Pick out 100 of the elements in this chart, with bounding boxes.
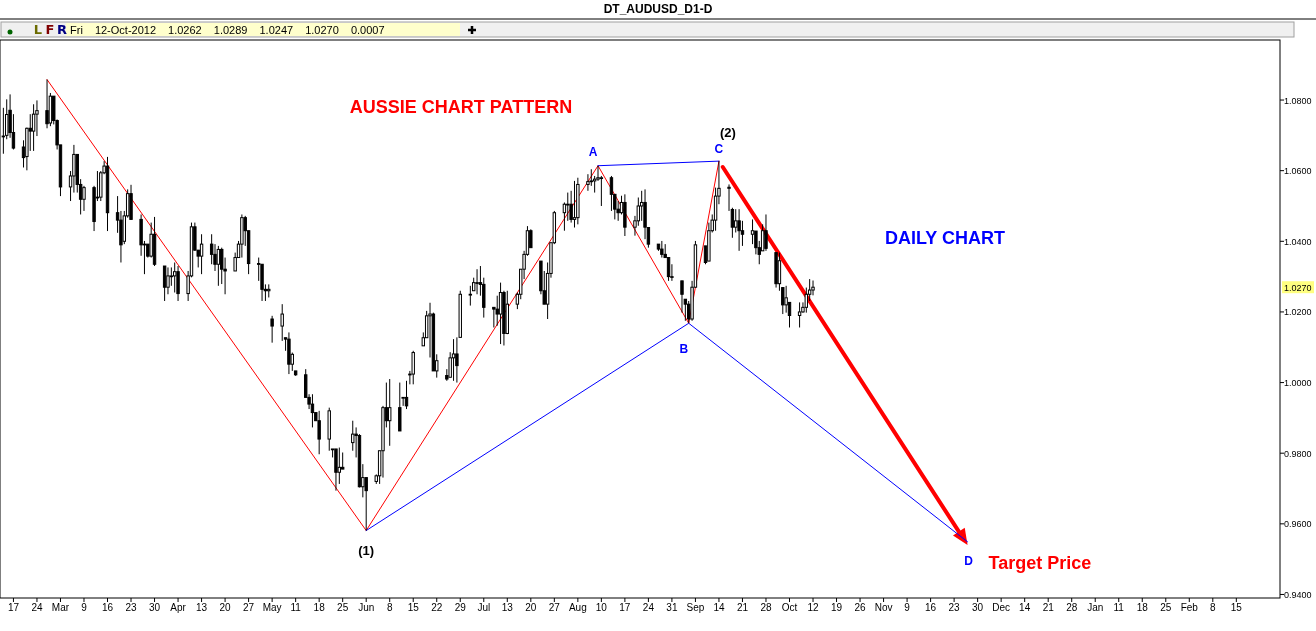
candlestick [398,382,402,432]
x-tick-label: 26 [854,602,867,613]
x-tick-label: 11 [290,602,302,613]
candlestick [680,280,684,314]
candlestick [683,298,688,322]
x-tick-label: 16 [101,602,114,613]
y-tick-label: 1.0200 [1284,307,1312,318]
y-tick-label: 0.9400 [1284,589,1312,600]
y-tick-label: 1.0400 [1284,236,1312,247]
annotation: Target Price [988,553,1092,574]
candlestick [411,350,415,385]
x-tick-label: Sep [686,602,705,613]
annotation: (1) [358,542,375,558]
candlestick [609,175,614,212]
candlestick [764,213,768,252]
candlestick [280,303,284,342]
x-tick-label: Feb [1180,602,1199,613]
x-tick-label: Jan [1087,602,1104,613]
candlestick [82,185,86,212]
candlestick [586,173,590,192]
x-tick-label: 27 [243,602,255,613]
x-tick-label: 15 [407,602,420,613]
x-tick-label: Jul [477,602,491,613]
candlestick [169,266,174,287]
candlestick [737,208,741,252]
candlestick [451,338,456,382]
x-tick-label: 22 [431,602,443,613]
x-tick-label: 18 [1136,602,1149,613]
x-tick-label: 17 [7,602,20,613]
x-tick-label: 29 [454,602,467,613]
candlestick [216,245,221,287]
x-tick-label: 31 [666,602,678,613]
x-tick-label: Mar [51,602,70,613]
candlestick [388,378,392,447]
x-tick-label: 30 [148,602,161,613]
x-tick-label: 13 [196,602,208,613]
x-tick-label: 20 [219,602,232,613]
x-tick-label: 14 [713,602,725,613]
x-tick-label: 12 [807,602,820,613]
x-tick-label: 13 [501,602,514,613]
candlestick [784,285,788,314]
x-tick-label: 8 [386,602,393,613]
x-tick-label: 14 [1019,602,1031,613]
candlestick [468,285,473,307]
text: R [56,22,68,37]
y-tick-label: 1.0000 [1284,378,1312,389]
x-tick-label: 9 [81,602,88,613]
annotation: DAILY CHART [884,228,1006,248]
annotation: B [679,342,689,357]
candlestick [666,257,671,282]
x-tick-label: 25 [337,602,349,613]
candlestick [797,301,802,328]
candlestick [162,265,167,302]
x-tick-label: Nov [874,602,893,613]
x-tick-label: 21 [1042,602,1055,613]
candlestick [270,315,274,344]
x-tick-label: 19 [830,602,843,613]
candlestick [734,208,738,233]
candlestick [173,261,177,294]
y-tick-label: 0.9800 [1284,448,1312,459]
text: 1.0270 [1284,282,1312,293]
annotation: AUSSIE CHART PATTERN [349,97,573,117]
x-tick-label: 28 [760,602,772,613]
text: L [33,22,43,37]
x-tick-label: 23 [125,602,138,613]
y-tick-label: 1.0800 [1284,95,1312,106]
x-tick-label: 17 [619,602,631,613]
candlestick [572,180,577,229]
x-tick-label: May [262,602,282,613]
x-tick-label: 28 [1066,602,1078,613]
candlestick [31,103,36,152]
x-tick-label: 25 [1160,602,1172,613]
candlestick [176,265,180,302]
x-tick-label: 18 [313,602,326,613]
annotation: C [714,142,724,157]
x-tick-label: Oct [781,602,798,613]
y-tick-label: 0.9600 [1284,519,1312,530]
candlestick [566,192,570,222]
y-tick-label: 1.0600 [1284,166,1312,177]
annotation: A [588,144,598,159]
x-tick-label: 30 [972,602,984,613]
x-tick-label: 9 [904,602,911,613]
chart-title: DT_AUDUSD_D1-D [603,2,713,16]
x-tick-label: 20 [525,602,537,613]
candlestick [404,380,409,410]
x-tick-label: 24 [31,602,43,613]
annotation: (2) [720,125,736,141]
x-tick-label: 16 [925,602,937,613]
x-tick-label: Apr [170,602,187,613]
candlestick [599,175,604,207]
x-tick-label: 8 [1210,602,1217,613]
chart-subtitle: Fri 12-Oct-2012 1.0262 1.0289 1.0247 1.0270 0.0007 [70,24,385,36]
x-tick-label: 27 [548,602,561,613]
x-tick-label: 11 [1113,602,1125,613]
candlestick [750,218,755,245]
annotation: D [964,553,974,568]
text: F [45,22,55,37]
x-tick-label: 24 [642,602,655,613]
x-tick-label: 15 [1230,602,1243,613]
candlestick [166,266,170,295]
